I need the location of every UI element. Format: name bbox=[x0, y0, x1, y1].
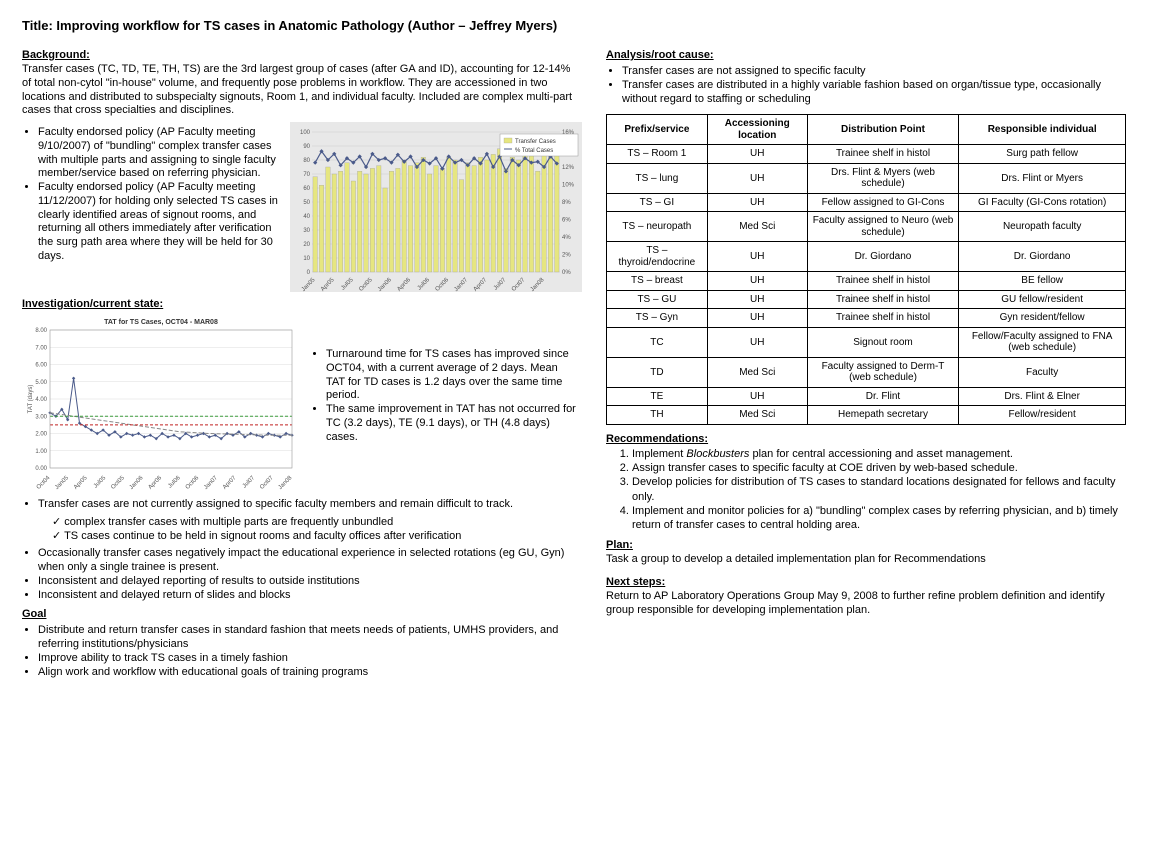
goal-bullet-2: Improve ability to track TS cases in a t… bbox=[38, 652, 582, 666]
svg-text:12%: 12% bbox=[562, 165, 575, 171]
analysis-head: Analysis/root cause: bbox=[606, 49, 1126, 61]
plan-text: Task a group to develop a detailed imple… bbox=[606, 553, 1126, 567]
svg-text:7.00: 7.00 bbox=[35, 345, 47, 351]
investigation-bullet-3b: TS cases continue to be held in signout … bbox=[52, 530, 582, 544]
table-header: Responsible individual bbox=[959, 115, 1126, 145]
svg-text:4%: 4% bbox=[562, 235, 571, 241]
table-header: Distribution Point bbox=[807, 115, 959, 145]
chart-tat-ts: TAT for TS Cases, OCT04 - MAR08 0.00 1.00 2… bbox=[22, 314, 300, 492]
background-bullet-2: Faculty endorsed policy (AP Faculty meet… bbox=[38, 181, 282, 264]
table-row: TEUHDr. FlintDrs. Flint & Elner bbox=[607, 387, 1126, 406]
table-row: TS – thyroid/endocrineUHDr. GiordanoDr. … bbox=[607, 242, 1126, 272]
analysis-bullet-2: Transfer cases are distributed in a high… bbox=[622, 79, 1126, 107]
svg-text:90: 90 bbox=[303, 144, 310, 150]
investigation-bullet-2: The same improvement in TAT has not occu… bbox=[326, 403, 578, 444]
table-header: Accessioning location bbox=[707, 115, 807, 145]
background-para: Transfer cases (TC, TD, TE, TH, TS) are … bbox=[22, 63, 582, 118]
recommendation-4: Implement and monitor policies for a) "b… bbox=[632, 504, 1126, 533]
background-head: Background: bbox=[22, 49, 582, 61]
page-title: Title: Improving workflow for TS cases i… bbox=[22, 18, 1130, 33]
svg-text:10%: 10% bbox=[562, 183, 575, 189]
analysis-bullet-1: Transfer cases are not assigned to speci… bbox=[622, 65, 1126, 79]
svg-text:6.00: 6.00 bbox=[35, 363, 47, 369]
svg-text:60: 60 bbox=[303, 186, 310, 192]
background-bullet-1: Faculty endorsed policy (AP Faculty meet… bbox=[38, 126, 282, 181]
distribution-table: Prefix/serviceAccessioning locationDistr… bbox=[606, 114, 1126, 425]
investigation-bullet-1: Turnaround time for TS cases has improve… bbox=[326, 348, 578, 403]
next-steps-text: Return to AP Laboratory Operations Group… bbox=[606, 590, 1126, 618]
investigation-bullet-6: Inconsistent and delayed return of slide… bbox=[38, 589, 582, 603]
table-row: TDMed SciFaculty assigned to Derm-T (web… bbox=[607, 357, 1126, 387]
svg-text:30: 30 bbox=[303, 228, 310, 234]
svg-text:0.00: 0.00 bbox=[35, 466, 47, 472]
table-row: THMed SciHemepath secretaryFellow/reside… bbox=[607, 406, 1126, 425]
recommendation-3: Develop policies for distribution of TS … bbox=[632, 475, 1126, 504]
svg-text:50: 50 bbox=[303, 200, 310, 206]
svg-text:8.00: 8.00 bbox=[35, 328, 47, 334]
next-steps-head: Next steps: bbox=[606, 576, 1126, 588]
recommendation-1: Implement Blockbusters plan for central … bbox=[632, 447, 1126, 461]
chart-transfer-cases: 01020304050607080901000%2%4%6%8%10%12%14… bbox=[290, 122, 582, 292]
goal-bullet-3: Align work and workflow with educational… bbox=[38, 666, 582, 680]
table-row: TS – GUUHTrainee shelf in histolGU fello… bbox=[607, 290, 1126, 309]
table-row: TS – GynUHTrainee shelf in histolGyn res… bbox=[607, 309, 1126, 328]
svg-text:3.00: 3.00 bbox=[35, 414, 47, 420]
recommendation-2: Assign transfer cases to specific facult… bbox=[632, 461, 1126, 475]
svg-text:100: 100 bbox=[300, 130, 311, 136]
investigation-head: Investigation/current state: bbox=[22, 298, 582, 310]
goal-head: Goal bbox=[22, 608, 582, 620]
svg-text:1.00: 1.00 bbox=[35, 449, 47, 455]
goal-bullet-1: Distribute and return transfer cases in … bbox=[38, 624, 582, 652]
svg-text:80: 80 bbox=[303, 158, 310, 164]
table-row: TS – GIUHFellow assigned to GI-ConsGI Fa… bbox=[607, 193, 1126, 212]
table-row: TS – breastUHTrainee shelf in histolBE f… bbox=[607, 272, 1126, 291]
investigation-bullet-4: Occasionally transfer cases negatively i… bbox=[38, 547, 582, 575]
table-row: TS – lungUHDrs. Flint & Myers (web sched… bbox=[607, 163, 1126, 193]
svg-text:8%: 8% bbox=[562, 200, 571, 206]
svg-text:0%: 0% bbox=[562, 270, 571, 276]
table-header: Prefix/service bbox=[607, 115, 708, 145]
plan-head: Plan: bbox=[606, 539, 1126, 551]
svg-text:10: 10 bbox=[303, 256, 310, 262]
table-row: TS – Room 1UHTrainee shelf in histolSurg… bbox=[607, 145, 1126, 164]
svg-text:TAT for TS Cases, OCT04 - MAR0: TAT for TS Cases, OCT04 - MAR08 bbox=[104, 319, 218, 326]
table-row: TCUHSignout roomFellow/Faculty assigned … bbox=[607, 327, 1126, 357]
svg-text:Transfer Cases: Transfer Cases bbox=[515, 139, 556, 145]
svg-text:2.00: 2.00 bbox=[35, 432, 47, 438]
svg-text:5.00: 5.00 bbox=[35, 380, 47, 386]
recommendations-head: Recommendations: bbox=[606, 433, 1126, 445]
svg-text:70: 70 bbox=[303, 172, 310, 178]
investigation-bullet-3: Transfer cases are not currently assigne… bbox=[38, 498, 582, 512]
svg-text:40: 40 bbox=[303, 214, 310, 220]
investigation-bullet-5: Inconsistent and delayed reporting of re… bbox=[38, 575, 582, 589]
investigation-bullet-3a: complex transfer cases with multiple par… bbox=[52, 516, 582, 530]
svg-text:4.00: 4.00 bbox=[35, 397, 47, 403]
svg-text:20: 20 bbox=[303, 242, 310, 248]
svg-text:6%: 6% bbox=[562, 218, 571, 224]
svg-text:TAT (days): TAT (days) bbox=[28, 385, 34, 414]
table-row: TS – neuropathMed SciFaculty assigned to… bbox=[607, 212, 1126, 242]
svg-text:% Total Cases: % Total Cases bbox=[515, 148, 553, 154]
svg-text:2%: 2% bbox=[562, 253, 571, 259]
